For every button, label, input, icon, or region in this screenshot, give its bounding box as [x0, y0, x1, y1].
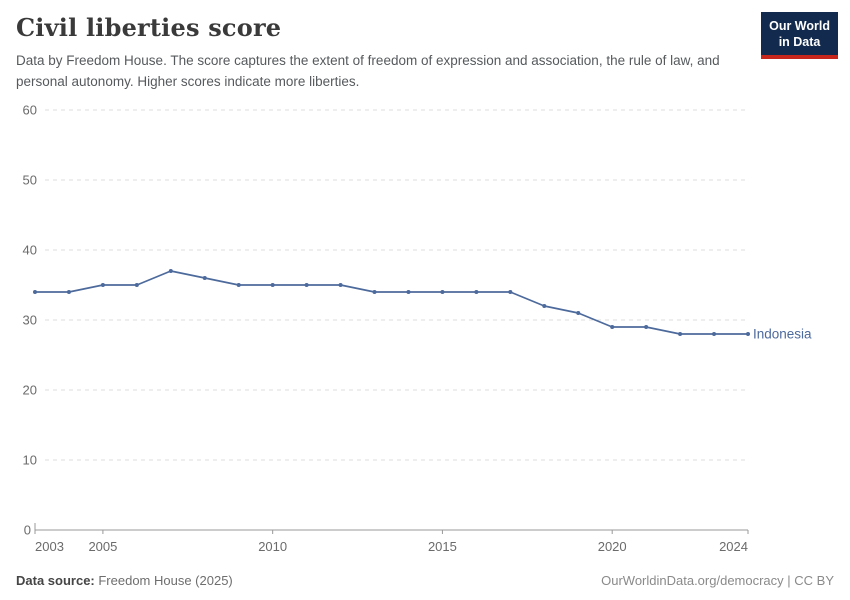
data-point: [372, 290, 377, 294]
y-tick-label-50: 50: [23, 173, 37, 188]
y-tick-label-30: 30: [23, 313, 37, 328]
y-tick-label-0: 0: [24, 523, 31, 538]
data-point: [542, 304, 547, 308]
x-tick-label-2010: 2010: [258, 539, 287, 554]
data-point: [338, 283, 343, 287]
data-source-label: Data source:: [16, 573, 95, 588]
data-point: [168, 269, 173, 273]
series-line-indonesia: [34, 270, 749, 335]
chart-subtitle: Data by Freedom House. The score capture…: [16, 53, 720, 89]
data-point: [576, 311, 581, 315]
x-tick-label-2003: 2003: [35, 539, 64, 554]
data-point: [644, 325, 649, 329]
series-end-label-indonesia: Indonesia: [753, 327, 812, 342]
data-point: [712, 332, 717, 336]
x-tick-label-2020: 2020: [598, 539, 627, 554]
owid-logo[interactable]: Our World in Data: [761, 12, 838, 59]
data-point: [406, 290, 411, 294]
data-point: [236, 283, 241, 287]
chart-footer: Data source: Freedom House (2025) OurWor…: [0, 573, 850, 588]
owid-logo-line1: Our World: [769, 19, 830, 33]
data-point: [440, 290, 445, 294]
data-point: [678, 332, 683, 336]
data-point: [100, 283, 105, 287]
page-title: Civil liberties score: [16, 13, 282, 42]
data-source-value: Freedom House (2025): [94, 573, 233, 588]
data-point: [508, 290, 513, 294]
data-point: [270, 283, 275, 287]
y-tick-label-20: 20: [23, 383, 37, 398]
data-point: [134, 283, 139, 287]
x-tick-label-2024: 2024: [719, 539, 748, 554]
y-tick-label-10: 10: [23, 453, 37, 468]
data-point: [746, 332, 750, 336]
credit-link[interactable]: OurWorldinData.org/democracy | CC BY: [601, 573, 834, 588]
data-point: [304, 283, 309, 287]
line-chart: 0 10 20 30 40 50 60 2003 2005 2010 2015 2020 2024 Ind…: [23, 103, 813, 555]
data-point: [66, 290, 71, 294]
owid-logo-line2: in Data: [778, 35, 821, 50]
data-point: [474, 290, 479, 294]
data-source: Data source: Freedom House (2025): [16, 573, 233, 588]
y-tick-label-60: 60: [23, 103, 37, 118]
x-tick-label-2015: 2015: [428, 539, 457, 554]
y-tick-label-40: 40: [23, 243, 37, 258]
x-tick-label-2005: 2005: [88, 539, 117, 554]
data-point: [202, 276, 207, 280]
data-point: [33, 290, 37, 294]
data-point: [610, 325, 615, 329]
